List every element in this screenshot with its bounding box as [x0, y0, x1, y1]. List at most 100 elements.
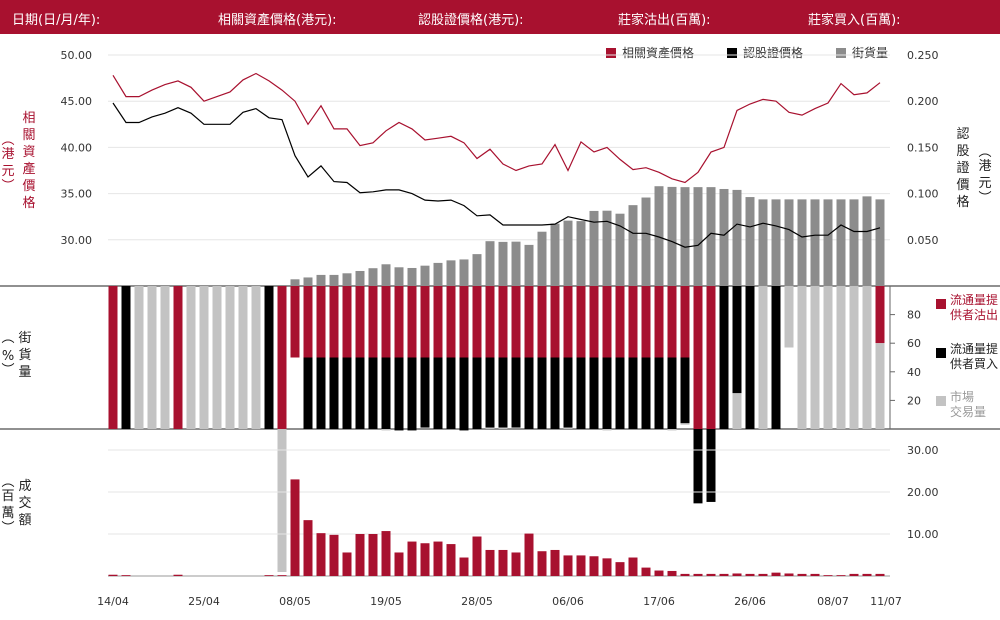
panel2-tick: 80: [907, 309, 921, 322]
turnover-bar: [680, 573, 690, 576]
turnover-bar: [303, 520, 313, 576]
mm-sell-pct-bar: [654, 286, 664, 358]
panel2-tick: 60: [907, 337, 921, 350]
outstanding-bar: [654, 186, 664, 286]
outstanding-bar: [316, 274, 326, 286]
outstanding-bar: [433, 262, 443, 286]
mm-sell-pct-bar: [316, 286, 326, 358]
date-label: 日期(日/月/年):: [12, 13, 101, 28]
outstanding-bar: [797, 199, 807, 286]
turnover-bar: [641, 567, 651, 576]
turnover-bar: [121, 575, 131, 576]
legend-asset[interactable]: 相關資產價格: [606, 44, 694, 61]
outstanding-bar: [355, 270, 365, 286]
mm-sell-pct-bar: [303, 286, 313, 358]
turnover-bar: [264, 575, 274, 576]
mm-buy-pct-bar: [485, 357, 495, 428]
outstanding-bar: [771, 199, 781, 286]
x-tick-label: 06/06: [552, 595, 584, 608]
legend-outstanding[interactable]: 街貨量: [836, 44, 888, 61]
market-pct-bar: [186, 286, 196, 429]
x-tick-label: 19/05: [370, 595, 402, 608]
turnover-bar: [368, 534, 378, 576]
outstanding-bar: [680, 187, 690, 286]
mm-sell-pct-bar: [420, 286, 430, 358]
mm-buy-pct-bar: [459, 357, 469, 431]
mm-buy-pct-bar: [524, 357, 534, 429]
mm-sell-pct-bar: [615, 286, 625, 358]
panel3-left-label: 成交額: [18, 479, 32, 528]
outstanding-bar: [485, 241, 495, 286]
turnover-bar: [511, 552, 521, 576]
market-pct-bar: [225, 286, 235, 429]
market-pct-bar: [251, 286, 261, 429]
turnover-bar: [862, 573, 872, 576]
turnover-bar: [693, 573, 703, 576]
mm-sell-pct-bar: [693, 286, 703, 429]
warrant-price-line: [112, 102, 881, 248]
panel1-left-label: 相關資產價格: [22, 111, 36, 211]
mm-buy-pct-bar: [745, 286, 755, 429]
mm-buy-pct-bar: [446, 357, 456, 429]
turnover-bar: [485, 549, 495, 576]
mm-sell-pct-bar: [355, 286, 365, 358]
mm-sell-pct-bar: [277, 286, 287, 429]
turnover-bar: [173, 574, 183, 576]
mm-buy-pct-bar: [693, 429, 703, 504]
outstanding-bar: [810, 199, 820, 286]
turnover-bar: [628, 557, 638, 576]
mm-sell-pct-bar: [381, 286, 391, 358]
market-pct-bar: [732, 393, 742, 429]
mm-buy-pct-bar: [537, 357, 547, 429]
turnover-bar: [290, 479, 300, 576]
mm-buy-pct-bar: [771, 286, 781, 429]
panel1-left-unit: 港元: [1, 147, 15, 179]
panel1-left-tick: 50.00: [61, 49, 93, 62]
legend-mm-sell[interactable]: 流通量提 供者沽出: [936, 293, 998, 323]
outstanding-bar: [381, 264, 391, 286]
outstanding-bar: [290, 279, 300, 286]
panel3-tick: 20.00: [907, 486, 939, 499]
turnover-bar: [277, 575, 287, 576]
outstanding-bar: [550, 223, 560, 286]
legend-outstanding-label: 街貨量: [852, 46, 889, 60]
market-pct-bar: [797, 286, 807, 429]
mm-sell-pct-bar: [108, 286, 118, 429]
panel3-left-unit-open: ︵: [1, 475, 15, 490]
market-pct-bar: [563, 427, 573, 429]
mm-sell-pct-bar: [342, 286, 352, 358]
asset-price-line: [112, 72, 881, 184]
outstanding-bar: [589, 210, 599, 286]
turnover-bar: [784, 573, 794, 576]
outstanding-bar: [303, 277, 313, 286]
mm-sell-pct-bar: [459, 286, 469, 358]
legend-market-swatch: [936, 396, 946, 406]
mm-sell-pct-bar: [589, 286, 599, 358]
x-tick-label: 17/06: [643, 595, 675, 608]
outstanding-bar: [329, 274, 339, 286]
x-tick-label: 26/06: [734, 595, 766, 608]
legend-mm-buy-swatch: [936, 348, 946, 358]
panel1-right-tick: 0.150: [907, 141, 939, 154]
mm-buy-pct-bar: [303, 357, 313, 429]
outstanding-bar: [667, 186, 677, 286]
turnover-bar: [524, 533, 534, 576]
mm-sell-pct-bar: [329, 286, 339, 358]
panel1-right-tick: 0.100: [907, 188, 939, 201]
market-pct-bar: [381, 429, 391, 431]
turnover-bar: [849, 573, 859, 576]
mm-sell-pct-bar: [602, 286, 612, 358]
turnover-bar: [810, 573, 820, 576]
legend-warrant[interactable]: 認股證價格: [727, 44, 803, 61]
market-pct-bar: [199, 286, 209, 429]
turnover-bar: [498, 549, 508, 576]
mm-sell-pct-bar: [173, 286, 183, 429]
mm-buy-pct-bar: [615, 357, 625, 429]
mm-sell-pct-bar: [641, 286, 651, 358]
legend-mm-buy[interactable]: 流通量提 供者買入: [936, 342, 998, 372]
legend-market[interactable]: 市場 交易量: [936, 390, 986, 420]
outstanding-bar: [875, 199, 885, 286]
market-pct-bar: [680, 423, 690, 425]
panel1-right-tick: 0.250: [907, 49, 939, 62]
mm-sell-pct-bar: [706, 286, 716, 429]
